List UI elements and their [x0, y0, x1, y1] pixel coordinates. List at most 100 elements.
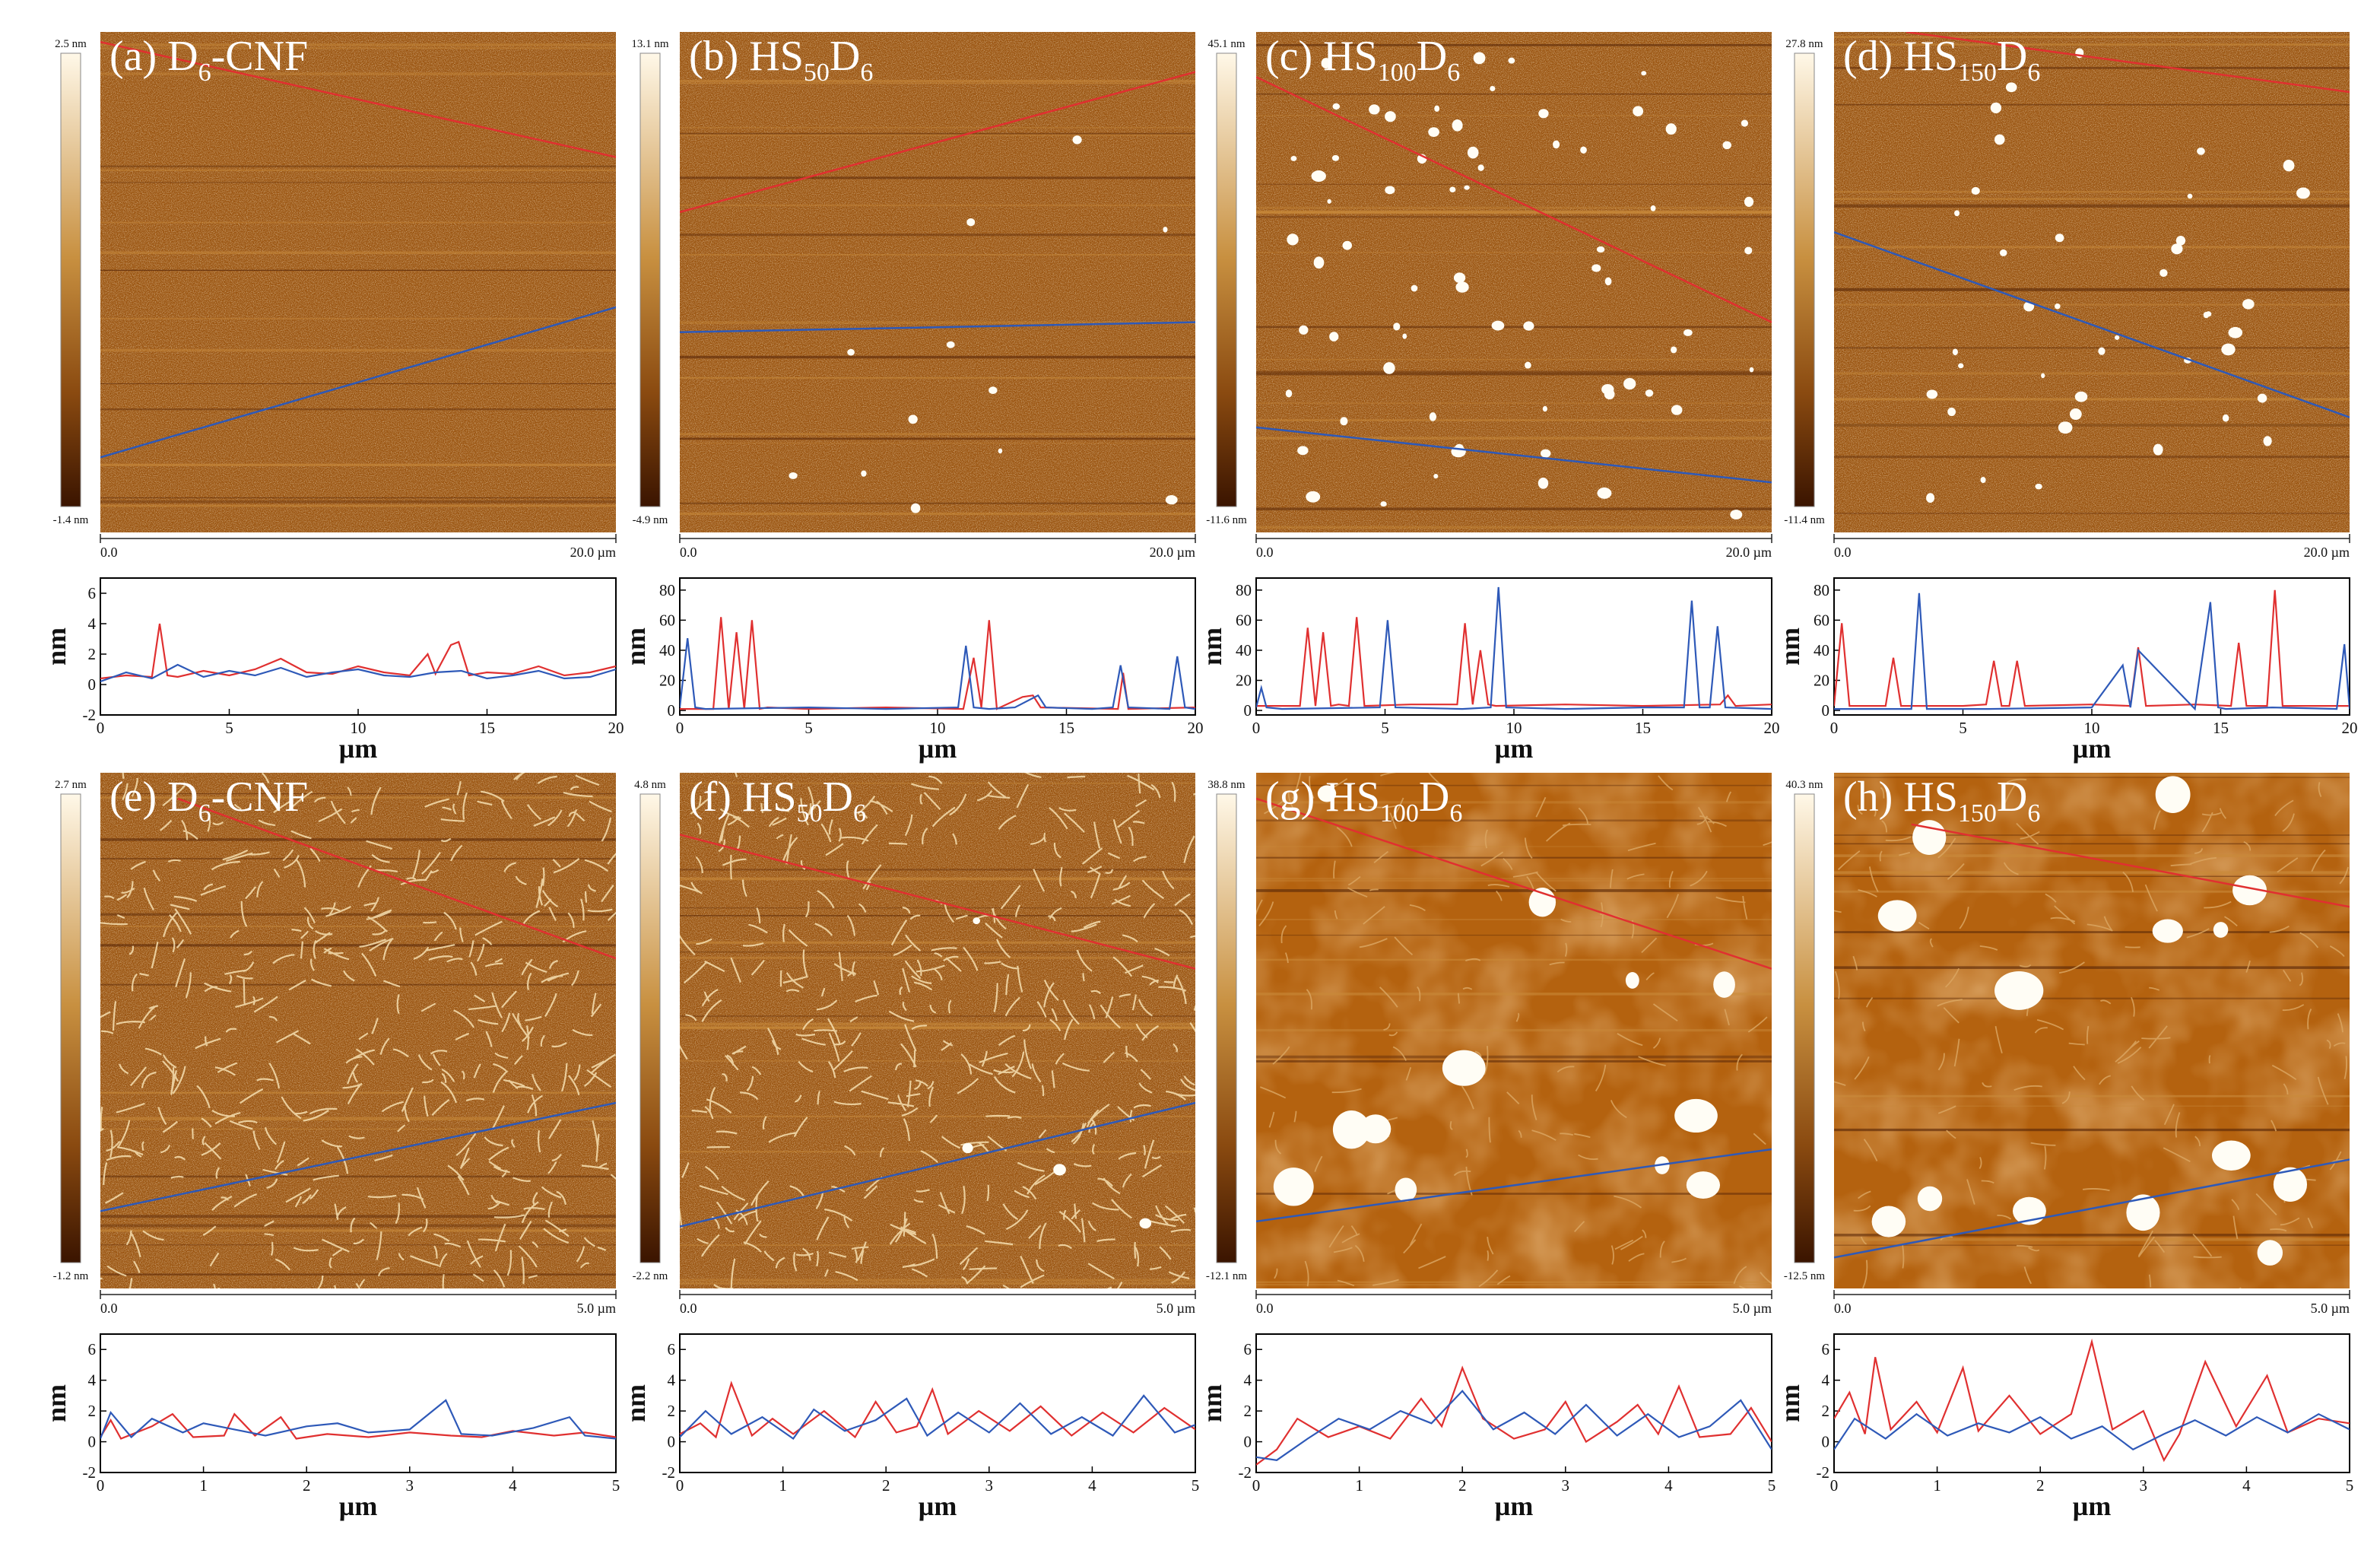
blue-profile-series — [1256, 1390, 1772, 1461]
scan-streak — [100, 926, 616, 927]
particle — [1429, 412, 1437, 421]
scan-start-label: 0.0 — [1834, 545, 1852, 560]
label-tail: -CNF — [211, 33, 309, 80]
particle — [1332, 1110, 1370, 1149]
scan-streak — [1834, 191, 2350, 193]
label-main: HS — [1325, 774, 1380, 821]
label-subscript: 150 — [1958, 59, 1997, 87]
y-axis-label: nm — [41, 627, 71, 666]
scale-min-label: -2.2 nm — [633, 1270, 668, 1282]
color-scale-bar — [1794, 52, 1815, 507]
scan-streak — [680, 204, 1195, 207]
x-tick-label: 2 — [1458, 1476, 1467, 1495]
x-tick-label: 5 — [2346, 1476, 2354, 1495]
scan-start-label: 0.0 — [1256, 1301, 1274, 1316]
scan-streak — [1834, 456, 2350, 459]
red-profile-series — [1834, 1338, 2350, 1463]
scan-streak — [1256, 215, 1772, 218]
y-tick-label: 0 — [88, 1433, 97, 1451]
red-profile-line — [100, 40, 616, 158]
fiber-network — [100, 773, 616, 1288]
particle — [1713, 971, 1735, 998]
label-main: HS — [1903, 33, 1958, 80]
particle — [1641, 71, 1647, 76]
y-tick-label: 20 — [1236, 672, 1252, 690]
particle — [2041, 373, 2045, 379]
particle — [1467, 146, 1479, 159]
label-subscript: 150 — [1958, 799, 1997, 828]
scan-streak — [1256, 801, 1772, 804]
scan-streak — [1256, 115, 1772, 116]
particle — [1596, 246, 1605, 253]
scan-streak — [680, 176, 1195, 179]
particle — [1331, 154, 1340, 161]
scan-streak — [1256, 326, 1772, 329]
scan-streak — [1834, 774, 2350, 777]
scan-streak — [1256, 958, 1772, 961]
particle — [1954, 210, 1960, 217]
particle — [1428, 127, 1439, 138]
afm-image — [1256, 773, 1772, 1288]
particle — [2213, 922, 2229, 938]
particle — [1537, 477, 1549, 489]
scan-streak — [680, 512, 1195, 516]
label-main: HS — [749, 33, 804, 80]
scan-streak — [100, 383, 616, 385]
scale-max-label: 27.8 nm — [1785, 38, 1823, 50]
x-axis-label: µm — [919, 733, 957, 764]
particle — [1453, 272, 1466, 283]
afm-image — [100, 32, 616, 532]
particle — [2153, 443, 2163, 456]
y-tick-label: 2 — [1822, 1402, 1830, 1420]
afm-texture — [100, 773, 616, 1288]
label-prefix: (g) — [1265, 774, 1325, 821]
scan-streak — [1834, 103, 2350, 106]
particle — [1329, 332, 1339, 342]
scan-streak — [100, 408, 616, 411]
particle — [1287, 234, 1299, 246]
red-profile-line — [1911, 823, 2350, 908]
particle — [1455, 281, 1469, 293]
red-profile-line — [680, 834, 1195, 970]
x-tick-label: 15 — [479, 719, 495, 737]
x-tick-label: 10 — [351, 719, 367, 737]
particle — [2242, 299, 2255, 310]
y-tick-label: 4 — [88, 1371, 97, 1390]
afm-texture — [1256, 773, 1772, 1288]
scan-streak — [1256, 1060, 1772, 1063]
label-subscript: 100 — [1378, 59, 1417, 87]
y-tick-label: 80 — [1814, 581, 1829, 599]
x-tick-label: 0 — [1830, 1476, 1839, 1495]
scale-max-label: 13.1 nm — [631, 38, 669, 50]
afm-texture — [680, 32, 1195, 532]
x-tick-label: 1 — [1933, 1476, 1941, 1495]
scan-streak — [1256, 372, 1772, 376]
y-tick-label: 0 — [1244, 1433, 1252, 1451]
particle — [1871, 1206, 1906, 1237]
label-subscript-2: 6 — [1449, 799, 1462, 828]
y-tick-label: 2 — [668, 1402, 676, 1420]
scan-streak — [680, 502, 1195, 505]
x-tick-label: 10 — [2084, 719, 2100, 737]
label-subscript: 50 — [804, 59, 830, 87]
particle — [2126, 1194, 2160, 1231]
blue-profile-series — [680, 1394, 1195, 1441]
particle — [2155, 776, 2191, 813]
particle — [1477, 164, 1484, 171]
fiber-network — [1256, 773, 1772, 1288]
scan-streak — [1834, 205, 2350, 208]
particle — [1604, 277, 1612, 286]
scan-streak — [1256, 1193, 1772, 1195]
blue-profile-series — [1256, 586, 1772, 710]
scan-streak — [1834, 288, 2350, 291]
y-axis-label: nm — [1775, 627, 1805, 666]
y-tick-label: -2 — [1239, 1463, 1252, 1482]
particle — [1597, 487, 1612, 499]
y-tick-label: -2 — [1817, 1463, 1830, 1482]
scan-streak — [1834, 1105, 2350, 1107]
scan-streak — [680, 80, 1195, 83]
scan-streak — [100, 1091, 616, 1094]
scan-streak — [680, 956, 1195, 959]
scan-streak — [1256, 183, 1772, 185]
